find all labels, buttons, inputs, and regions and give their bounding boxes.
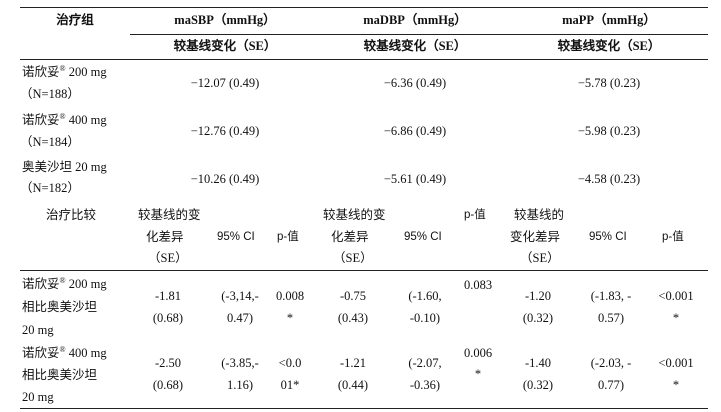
comparison-row-2-sbp-diff-1: -2.50: [154, 356, 182, 370]
comparison-row-2-line3: 20 mg: [22, 390, 54, 404]
comparison-row-1-line2: 相比奥美沙坦: [22, 300, 98, 314]
header-group: 治疗组: [56, 13, 94, 27]
header-mid-rule: [130, 34, 708, 35]
comparison-row-2-pp-ci-2: 0.77): [597, 378, 625, 392]
comparison-row-2-pp-p-2: *: [672, 378, 680, 392]
comparison-header-ci-dbp: 95% CI: [404, 231, 442, 243]
comparison-header-diff-pp-1: 较基线的: [514, 208, 565, 222]
comparison-row-2-sbp-p-1: <0.0: [278, 356, 302, 370]
treatment-row-2-dbp: −6.86 (0.49): [383, 124, 447, 138]
comparison-row-2-dbp-diff-2: (0.44): [337, 378, 369, 392]
comparison-row-1-line3: 20 mg: [22, 323, 54, 337]
comparison-row-1-dbp-ci-1: (-1.60,: [408, 289, 442, 303]
comparison-header-diff-pp-2: 变化差异: [510, 230, 561, 244]
comparison-header-p-dbp: p-值: [464, 209, 486, 221]
header-mapp: maPP（mmHg）: [562, 13, 656, 27]
treatment-row-1-pp: −5.78 (0.23): [577, 76, 641, 90]
header-sub-pp: 较基线变化（SE）: [557, 39, 661, 53]
treatment-row-1-dbp: −6.36 (0.49): [383, 76, 447, 90]
comparison-row-2-pp-diff-1: -1.40: [524, 356, 552, 370]
comparison-row-2-dbp-p-2: *: [474, 367, 482, 381]
comparison-row-2-sbp-diff-2: (0.68): [152, 378, 184, 392]
header-bottom-rule: [20, 59, 708, 60]
treatment-row-2-n: （N=184）: [20, 135, 80, 149]
comparison-header-diff-sbp-2: 化差异: [146, 230, 184, 244]
comparison-header-p-sbp: p-值: [277, 231, 299, 243]
comparison-header-diff-sbp-1: 较基线的变: [138, 208, 201, 222]
comparison-row-1-pp-ci-1: (-1.83, -: [590, 289, 632, 303]
comparison-header-ci-pp: 95% CI: [589, 231, 627, 243]
comparison-row-1-dbp-p-1: 0.083: [463, 278, 493, 292]
bottom-rule: [20, 408, 708, 409]
treatment-row-2-sbp: −12.76 (0.49): [190, 124, 260, 138]
comparison-header-rule: [20, 270, 708, 271]
comparison-row-1-sbp-diff-2: (0.68): [152, 311, 184, 325]
comparison-row-2-sbp-ci-2: 1.16): [226, 378, 254, 392]
comparison-row-1-pp-p-1: <0.001: [658, 289, 694, 303]
comparison-row-1-name: 诺欣妥® 200 mg: [22, 276, 107, 292]
comparison-header-diff-dbp-3: （SE）: [333, 251, 373, 265]
comparison-row-2-dbp-ci-2: -0.36): [409, 378, 441, 392]
comparison-row-1-sbp-ci-2: 0.47): [226, 311, 254, 325]
comparison-row-2-pp-diff-2: (0.32): [522, 378, 554, 392]
comparison-row-2-line2: 相比奥美沙坦: [22, 368, 98, 382]
treatment-row-2-name: 诺欣妥® 400 mg: [22, 112, 107, 128]
comparison-row-1-pp-diff-2: (0.32): [522, 311, 554, 325]
comparison-row-1-pp-p-2: *: [672, 311, 680, 325]
treatment-row-1-sbp: −12.07 (0.49): [190, 76, 260, 90]
comparison-header-diff-dbp-2: 化差异: [331, 230, 369, 244]
comparison-row-1-sbp-ci-1: (-3,14,-: [221, 289, 259, 303]
comparison-row-2-dbp-diff-1: -1.21: [339, 356, 367, 370]
comparison-row-1-pp-ci-2: 0.57): [597, 311, 625, 325]
comparison-row-1-sbp-diff-1: -1.81: [154, 289, 182, 303]
comparison-row-2-dbp-p-1: 0.006: [463, 346, 493, 360]
comparison-row-1-dbp-diff-1: -0.75: [339, 289, 367, 303]
comparison-row-2-name: 诺欣妥® 400 mg: [22, 345, 107, 361]
comparison-header-diff-sbp-3: （SE）: [148, 251, 188, 265]
comparison-row-1-sbp-p-2: *: [286, 311, 294, 325]
treatment-row-1-name: 诺欣妥® 200 mg: [22, 64, 107, 80]
comparison-header-diff-dbp-1: 较基线的变: [323, 208, 386, 222]
comparison-header-diff-pp-3: （SE）: [520, 251, 560, 265]
treatment-row-2-pp: −5.98 (0.23): [577, 124, 641, 138]
comparison-row-1-dbp-diff-2: (0.43): [337, 311, 369, 325]
treatment-row-3-sbp: −10.26 (0.49): [190, 172, 260, 186]
comparison-row-2-pp-p-1: <0.001: [658, 356, 694, 370]
comparison-row-1-pp-diff-1: -1.20: [524, 289, 552, 303]
comparison-row-2-sbp-ci-1: (-3.85,-: [221, 356, 259, 370]
treatment-row-3-dbp: −5.61 (0.49): [383, 172, 447, 186]
top-rule: [20, 7, 708, 8]
comparison-header-label: 治疗比较: [46, 208, 97, 222]
comparison-header-p-pp: p-值: [662, 231, 684, 243]
treatment-row-1-n: （N=188）: [20, 87, 80, 101]
comparison-row-2-pp-ci-1: (-2.03, -: [590, 356, 632, 370]
header-masbp: maSBP（mmHg）: [174, 13, 276, 27]
treatment-row-3-pp: −4.58 (0.23): [577, 172, 641, 186]
treatment-row-3-n: （N=182）: [20, 181, 80, 195]
comparison-row-1-dbp-ci-2: -0.10): [409, 311, 441, 325]
comparison-row-2-sbp-p-2: 01*: [280, 378, 300, 392]
header-madbp: maDBP（mmHg）: [363, 13, 467, 27]
comparison-row-2-dbp-ci-1: (-2.07,: [408, 356, 442, 370]
treatment-row-3-name: 奥美沙坦 20 mg: [22, 160, 107, 174]
header-sub-dbp: 较基线变化（SE）: [363, 39, 467, 53]
header-sub-sbp: 较基线变化（SE）: [173, 39, 277, 53]
comparison-header-ci-sbp: 95% CI: [217, 231, 255, 243]
comparison-row-1-sbp-p-1: 0.008: [275, 289, 305, 303]
